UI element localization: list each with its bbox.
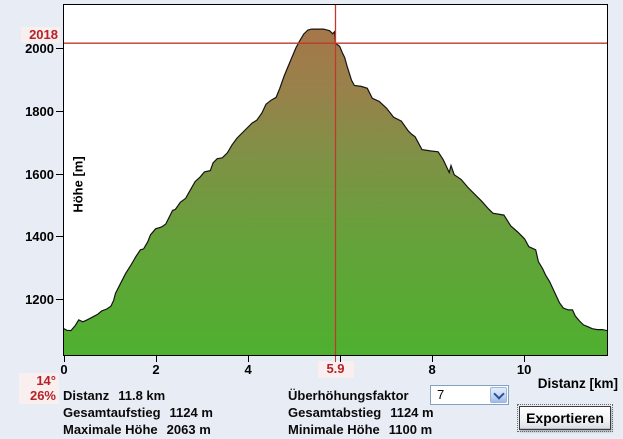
x-tick-4 (247, 356, 249, 362)
y-tick-1200 (56, 298, 63, 300)
exaggeration-label: Überhöhungsfaktor (288, 388, 409, 403)
elevation-profile-chart (64, 5, 607, 355)
stat-maximale-hoehe-label: Maximale Höhe (63, 422, 158, 437)
stat-maximale-hoehe: Maximale Höhe 2063 m (63, 422, 211, 437)
x-tick-label-2: 2 (152, 362, 160, 377)
x-tick-label-10: 10 (516, 362, 532, 377)
stat-minimale-hoehe-label: Minimale Höhe (288, 422, 380, 437)
y-tick-label-2000: 2000 (25, 41, 54, 57)
y-axis-title: Höhe [m] (70, 156, 86, 213)
y-tick-1800 (56, 110, 63, 112)
x-tick-6 (339, 356, 341, 362)
slope-indicator: 14° 26% (19, 373, 59, 404)
x-axis-title: Distanz [km] (537, 376, 618, 391)
y-tick-label-1200: 1200 (25, 291, 54, 307)
stat-gesamtabstieg-value: 1124 m (390, 405, 434, 420)
y-tick-1600 (56, 173, 63, 175)
y-tick-label-1800: 1800 (25, 103, 54, 119)
stat-minimale-hoehe-value: 1100 m (388, 422, 433, 437)
stat-gesamtabstieg: Gesamtabstieg 1124 m (288, 405, 434, 420)
elevation-outline (64, 28, 607, 332)
y-tick-label-1600: 1600 (25, 166, 54, 182)
x-tick-label-4: 4 (244, 362, 252, 377)
dropdown-arrow-button[interactable] (490, 387, 507, 403)
y-tick-2000 (56, 48, 63, 50)
exaggeration-dropdown-value: 7 (437, 387, 445, 402)
stat-distanz-label: Distanz (63, 388, 110, 403)
x-tick-10 (523, 356, 525, 362)
slope-degrees: 14° (36, 373, 56, 388)
slope-percent: 26% (29, 388, 56, 403)
y-tick-label-1400: 1400 (25, 229, 54, 245)
stat-gesamtaufstieg-label: Gesamtaufstieg (63, 405, 161, 420)
x-tick-label-0: 0 (60, 362, 68, 377)
stat-maximale-hoehe-value: 2063 m (166, 422, 211, 437)
exaggeration-dropdown[interactable]: 7 (430, 385, 509, 405)
stat-gesamtabstieg-label: Gesamtabstieg (288, 405, 382, 420)
stat-distanz: Distanz 11.8 km (63, 388, 165, 403)
crosshair-elevation-label: 2018 (21, 27, 60, 43)
x-tick-label-8: 8 (428, 362, 436, 377)
chevron-down-icon (492, 387, 505, 400)
x-tick-0 (63, 356, 65, 362)
crosshair-distance-label: 5.9 (317, 361, 354, 378)
stat-gesamtaufstieg: Gesamtaufstieg 1124 m (63, 405, 213, 420)
crosshair-axis-tick (335, 356, 336, 362)
y-tick-1400 (56, 236, 63, 238)
x-tick-8 (431, 356, 433, 362)
stat-minimale-hoehe: Minimale Höhe 1100 m (288, 422, 432, 437)
export-button[interactable]: Exportieren (517, 404, 613, 432)
stat-distanz-value: 11.8 km (118, 388, 166, 403)
plot-area[interactable]: Höhe [m] (63, 4, 608, 356)
stat-gesamtaufstieg-value: 1124 m (169, 405, 213, 420)
x-tick-2 (155, 356, 157, 362)
